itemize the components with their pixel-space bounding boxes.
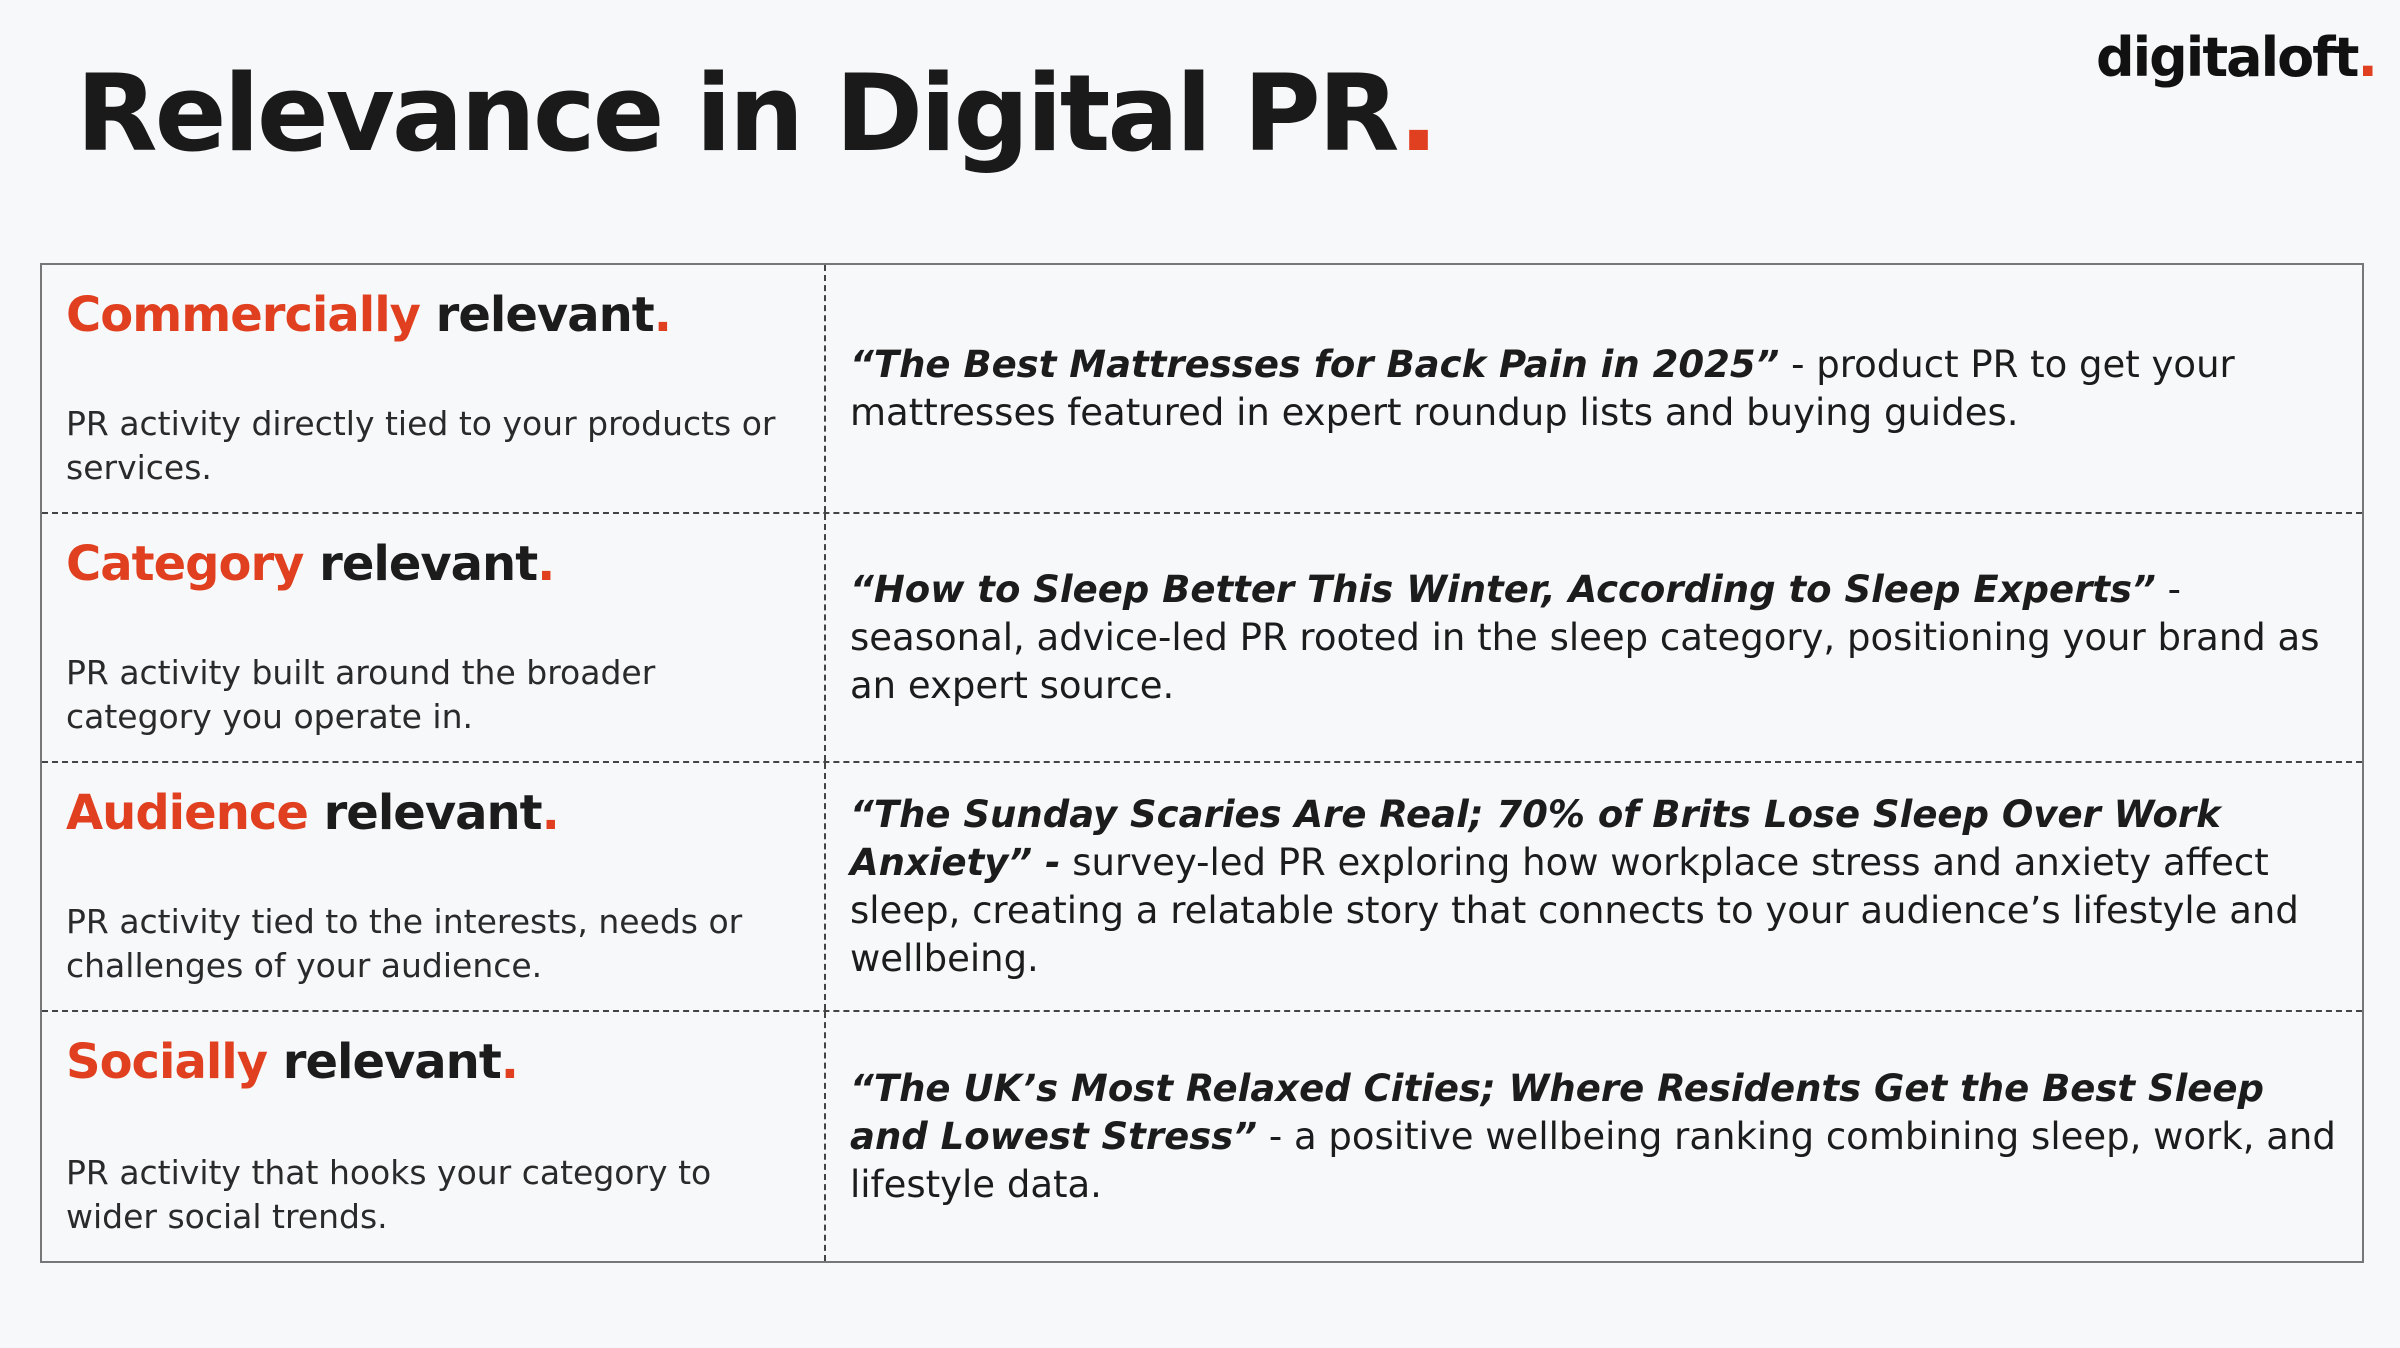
heading-dot: . [541, 785, 560, 841]
row-example-cell: “The Sunday Scaries Are Real; 70% of Bri… [826, 763, 2362, 1010]
row-heading: Commercially relevant. [66, 287, 800, 343]
heading-label: relevant [282, 1034, 502, 1090]
row-heading: Socially relevant. [66, 1034, 800, 1090]
table: Commercially relevant. PR activity direct… [40, 263, 2364, 1263]
example-text: “The Sunday Scaries Are Real; 70% of Bri… [850, 791, 2338, 983]
heading-dot: . [653, 287, 672, 343]
row-description: PR activity that hooks your category to … [66, 1153, 712, 1236]
example-quote: “The UK’s Most Relaxed Cities; Where Res… [850, 1066, 2264, 1158]
example-detail: - seasonal, advice-led PR rooted in the … [850, 567, 2320, 707]
heading-highlight: Socially [66, 1034, 268, 1090]
table-row: Socially relevant. PR activity that hooks… [42, 1012, 2362, 1261]
heading-space [267, 1034, 283, 1090]
row-label-cell: Category relevant. PR activity built arou… [42, 514, 826, 761]
example-detail: - product PR to get your mattresses feat… [850, 342, 2235, 434]
example-text: “How to Sleep Better This Winter, Accord… [850, 566, 2338, 710]
heading-space [308, 785, 324, 841]
heading-space [303, 536, 319, 592]
row-example-cell: “The UK’s Most Relaxed Cities; Where Res… [826, 1012, 2362, 1261]
example-quote: “The Best Mattresses for Back Pain in 20… [850, 342, 1780, 386]
example-quote: “How to Sleep Better This Winter, Accord… [850, 567, 2156, 611]
example-text: “The Best Mattresses for Back Pain in 20… [850, 341, 2338, 437]
row-heading: Category relevant. [66, 536, 800, 592]
row-description: PR activity built around the broader cat… [66, 653, 656, 736]
row-description: PR activity directly tied to your produc… [66, 404, 776, 487]
heading-highlight: Audience [66, 785, 309, 841]
table-row: Audience relevant. PR activity tied to th… [42, 763, 2362, 1012]
example-detail: survey-led PR exploring how workplace st… [850, 840, 2299, 980]
table-row: Category relevant. PR activity built arou… [42, 514, 2362, 763]
row-heading: Audience relevant. [66, 785, 800, 841]
title-dot: . [1398, 52, 1438, 175]
row-example-cell: “How to Sleep Better This Winter, Accord… [826, 514, 2362, 761]
title-text: Relevance in Digital PR [76, 52, 1401, 175]
heading-highlight: Category [66, 536, 304, 592]
logo-text: digitaloft [2095, 26, 2359, 89]
heading-label: relevant [435, 287, 655, 343]
row-label-cell: Socially relevant. PR activity that hooks… [42, 1012, 826, 1261]
heading-dot: . [537, 536, 555, 592]
row-description: PR activity tied to the interests, needs… [66, 902, 743, 985]
heading-highlight: Commercially [66, 287, 421, 343]
heading-label: relevant [323, 785, 543, 841]
logo-dot: . [2357, 26, 2377, 89]
example-text: “The UK’s Most Relaxed Cities; Where Res… [850, 1065, 2338, 1209]
example-quote: “The Sunday Scaries Are Real; 70% of Bri… [850, 792, 2221, 884]
logo: digitaloft. [2095, 26, 2378, 89]
heading-label: relevant [319, 536, 538, 592]
row-label-cell: Audience relevant. PR activity tied to th… [42, 763, 826, 1010]
row-label-cell: Commercially relevant. PR activity direct… [42, 265, 826, 512]
row-example-cell: “The Best Mattresses for Back Pain in 20… [826, 265, 2362, 512]
heading-space [420, 287, 436, 343]
table-row: Commercially relevant. PR activity direct… [42, 265, 2362, 514]
example-detail: - a positive wellbeing ranking combining… [850, 1114, 2336, 1206]
heading-dot: . [500, 1034, 519, 1090]
title: Relevance in Digital PR. [76, 52, 1439, 175]
